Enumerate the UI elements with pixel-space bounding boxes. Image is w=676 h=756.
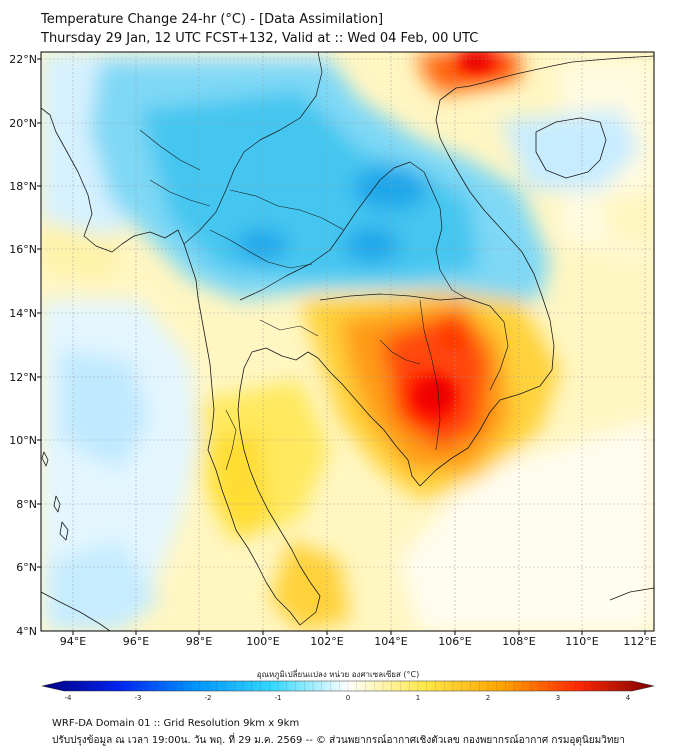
lat-label: 8°N xyxy=(16,498,37,511)
colorbar-bar xyxy=(41,680,655,692)
lon-label: 98°E xyxy=(186,635,212,648)
colorbar-tick-label: 2 xyxy=(486,694,490,702)
colorbar-title: อุณหภูมิเปลี่ยนแปลง หน่วย องศาเซลเซียส (… xyxy=(256,670,420,679)
colorbar-tick-label: 0 xyxy=(346,694,350,702)
lon-label: 94°E xyxy=(60,635,86,648)
lon-label: 112°E xyxy=(623,635,656,648)
colorbar-tick-label: -3 xyxy=(135,694,142,702)
lat-label: 18°N xyxy=(9,180,37,193)
map-frame xyxy=(40,51,655,632)
lat-label: 22°N xyxy=(9,53,37,66)
map-title: Temperature Change 24-hr (°C) - [Data As… xyxy=(41,12,384,27)
colorbar-tick-label: -2 xyxy=(205,694,212,702)
colorbar-tick-label: 3 xyxy=(556,694,560,702)
lat-label: 12°N xyxy=(9,371,37,384)
temperature-field xyxy=(41,52,654,631)
lat-label: 10°N xyxy=(9,434,37,447)
colorbar-tick-label: -1 xyxy=(275,694,282,702)
lat-label: 20°N xyxy=(9,117,37,130)
lon-label: 110°E xyxy=(565,635,598,648)
graticule xyxy=(41,52,654,631)
axis-ticks xyxy=(37,58,646,635)
lat-label: 16°N xyxy=(9,243,37,256)
coastlines-and-borders xyxy=(41,52,654,631)
colorbar: -4 -3 -2 -1 0 1 2 3 4 xyxy=(41,680,655,702)
lon-label: 96°E xyxy=(123,635,149,648)
lon-label: 102°E xyxy=(310,635,343,648)
colorbar-tick-label: 1 xyxy=(416,694,420,702)
lat-label: 6°N xyxy=(16,561,37,574)
lon-label: 100°E xyxy=(246,635,279,648)
credit-line: ปรับปรุงข้อมูล ณ เวลา 19:00น. วัน พฤ. ที… xyxy=(52,735,625,746)
lat-label: 14°N xyxy=(9,307,37,320)
colorbar-tick-label: -4 xyxy=(65,694,73,702)
lon-label: 106°E xyxy=(438,635,471,648)
model-info: WRF-DA Domain 01 :: Grid Resolution 9km … xyxy=(52,718,300,729)
lon-label: 108°E xyxy=(502,635,535,648)
colorbar-tick-label: 4 xyxy=(626,694,631,702)
lon-label: 104°E xyxy=(374,635,407,648)
lat-label: 4°N xyxy=(16,625,37,638)
valid-time-subtitle: Thursday 29 Jan, 12 UTC FCST+132, Valid … xyxy=(41,31,479,46)
